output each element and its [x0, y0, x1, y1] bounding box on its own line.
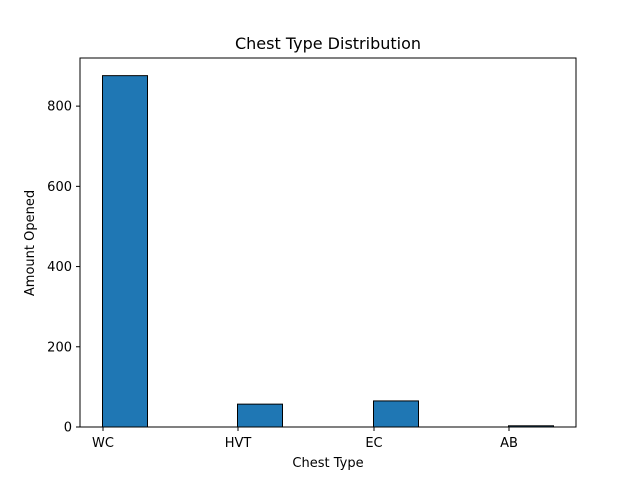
plot-area	[79, 57, 577, 428]
x-tick-label-hvt: HVT	[225, 436, 252, 451]
x-tick-label-ab: AB	[500, 436, 518, 451]
y-axis-ticks: 0 200 400 600 800	[47, 100, 80, 436]
bar-ab	[508, 425, 554, 428]
x-axis-ticks: WC HVT EC AB	[92, 427, 518, 451]
plot-frame	[79, 57, 577, 428]
chart-title: Chest Type Distribution	[235, 34, 421, 53]
y-tick-label: 200	[47, 340, 72, 355]
y-tick-label: 600	[47, 180, 72, 195]
bar-ec	[373, 400, 419, 428]
y-tick-label: 400	[47, 260, 72, 275]
y-tick-label: 800	[47, 100, 72, 115]
bar-hvt	[237, 403, 283, 428]
x-axis-label: Chest Type	[292, 456, 363, 471]
x-tick-label-wc: WC	[92, 436, 114, 451]
x-tick-label-ec: EC	[365, 436, 382, 451]
bars-group	[102, 75, 554, 428]
y-axis-label: Amount Opened	[23, 190, 38, 296]
y-tick-label: 0	[64, 421, 72, 436]
bar-wc	[102, 75, 148, 428]
